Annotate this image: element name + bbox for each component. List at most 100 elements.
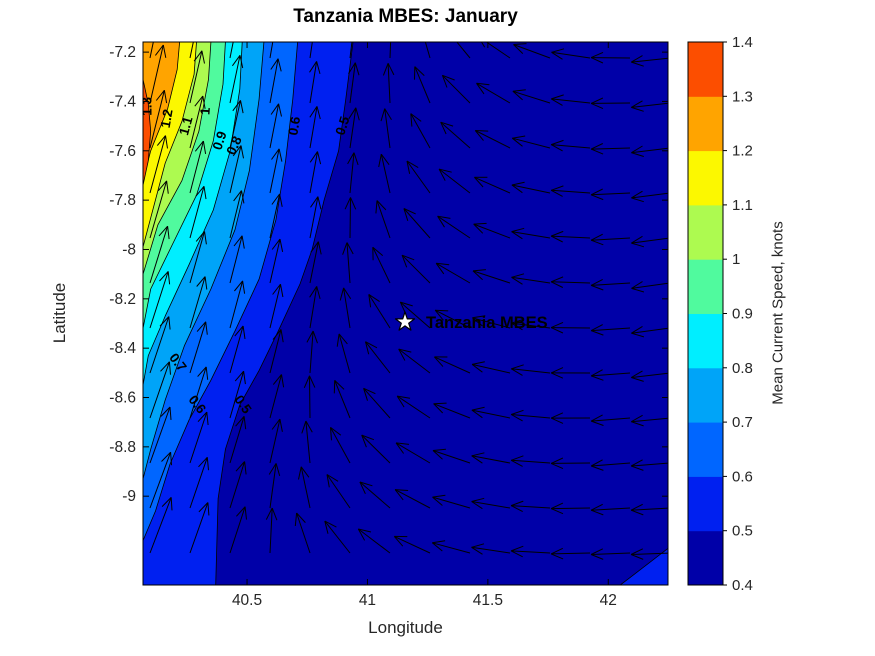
y-tick-label: -8.8	[109, 439, 136, 456]
quiver-arrow-barb	[278, 148, 283, 162]
quiver-arrow-barb	[271, 507, 278, 521]
quiver-arrow-shaft	[376, 200, 391, 239]
quiver-arrow-barb	[630, 503, 643, 511]
quiver-arrow-barb	[631, 325, 643, 334]
quiver-arrow-shaft	[309, 42, 313, 59]
quiver-arrow-shaft	[434, 309, 471, 329]
colorbar-tick-label: 1.1	[732, 197, 753, 214]
quiver-arrow-barb	[157, 180, 167, 192]
quiver-arrow-barb	[630, 548, 644, 555]
quiver-arrow-barb	[203, 186, 207, 200]
quiver-arrow-barb	[375, 200, 378, 214]
quiver-arrow-barb	[631, 190, 643, 199]
quiver-arrow-barb	[550, 144, 563, 152]
quiver-arrow-barb	[236, 506, 246, 517]
quiver-arrow-barb	[169, 406, 172, 420]
quiver-arrow-barb	[309, 151, 318, 163]
quiver-arrow-shaft	[474, 176, 511, 194]
quiver-arrow-shaft	[456, 42, 471, 59]
quiver-arrow-barb	[339, 287, 345, 301]
quiver-arrow-shaft	[380, 154, 391, 194]
quiver-arrow-barb	[396, 395, 405, 408]
quiver-arrow-shaft	[438, 168, 471, 194]
contour-label: 0.5	[332, 114, 352, 137]
quiver-arrow-shaft	[394, 535, 431, 554]
quiver-arrow-barb	[395, 442, 405, 454]
contour-line-1.3	[143, 79, 152, 186]
quiver-arrow-shaft	[229, 416, 245, 464]
quiver-arrow-barb	[432, 494, 446, 498]
quiver-arrow-barb	[590, 369, 603, 377]
quiver-arrow-barb	[240, 100, 244, 114]
quiver-arrow-barb	[270, 103, 280, 115]
quiver-arrow-barb	[353, 152, 359, 166]
quiver-arrow-barb	[510, 545, 524, 552]
quiver-arrow-barb	[511, 322, 523, 331]
quiver-arrow-barb	[473, 223, 484, 234]
quiver-arrow-shaft	[149, 90, 165, 149]
quiver-arrow-barb	[511, 364, 524, 370]
quiver-arrow-shaft	[396, 395, 431, 419]
quiver-arrow-barb	[590, 503, 603, 511]
quiver-arrow-barb	[510, 505, 523, 513]
quiver-arrow-barb	[334, 380, 345, 390]
quiver-arrow-barb	[510, 500, 524, 507]
quiver-arrow-shaft	[631, 57, 668, 63]
quiver-arrow-shaft	[149, 180, 168, 239]
quiver-arrow-barb	[158, 225, 168, 237]
quiver-arrow-barb	[358, 528, 372, 533]
quiver-arrow-barb	[511, 181, 525, 186]
quiver-arrow-barb	[550, 372, 564, 379]
quiver-arrow-shaft	[309, 151, 318, 194]
quiver-arrow-barb	[475, 130, 489, 132]
quiver-arrow-barb	[382, 63, 389, 76]
quiver-arrow-barb	[630, 509, 644, 516]
quiver-arrow-barb	[324, 520, 329, 534]
plot-area: 1.31.2 1.110.90.80.6 0.50.70.6 0.5Tanzania …	[143, 36, 668, 585]
quiver-arrow-barb	[161, 497, 172, 507]
y-tick-label: -9	[122, 488, 136, 505]
colorbar-band	[688, 42, 723, 97]
y-tick-label: -8.4	[109, 340, 136, 357]
quiver-arrow-barb	[591, 330, 604, 336]
quiver-arrow-shaft	[149, 316, 170, 374]
quiver-arrow-shaft	[189, 42, 194, 59]
quiver-arrow-shaft	[365, 341, 391, 374]
quiver-arrow-barb	[298, 466, 302, 480]
quiver-arrow-barb	[474, 130, 484, 141]
quiver-arrow-barb	[550, 327, 564, 334]
quiver-arrow-barb	[401, 254, 415, 261]
quiver-arrow-barb	[233, 190, 242, 202]
quiver-arrow-barb	[472, 269, 486, 272]
quiver-arrow-barb	[590, 239, 604, 246]
quiver-arrow-barb	[163, 90, 168, 104]
quiver-arrow-shaft	[471, 546, 511, 554]
colorbar-tick-label: 1.4	[732, 34, 753, 51]
quiver-arrow-barb	[631, 281, 643, 289]
quiver-arrow-shaft	[269, 329, 282, 374]
quiver-arrow-barb	[591, 375, 604, 381]
quiver-arrow-barb	[551, 98, 563, 106]
quiver-arrow-barb	[387, 63, 395, 76]
quiver-arrow-barb	[478, 36, 491, 38]
quiver-arrow-barb	[271, 418, 281, 430]
quiver-arrow-shaft	[309, 61, 318, 104]
quiver-arrow-shaft	[359, 481, 391, 509]
quiver-arrow-shaft	[189, 457, 208, 509]
quiver-arrow-barb	[406, 160, 419, 169]
quiver-arrow-barb	[398, 348, 406, 361]
quiver-arrow-shaft	[269, 238, 281, 284]
quiver-arrow-barb	[631, 61, 644, 67]
quiver-arrow-barb	[232, 145, 242, 157]
quiver-arrow-barb	[393, 536, 404, 547]
quiver-arrow-barb	[476, 82, 490, 86]
quiver-arrow-shaft	[269, 148, 280, 194]
quiver-arrow-shaft	[591, 462, 631, 467]
quiver-arrow-shaft	[403, 208, 431, 239]
quiver-arrow-barb	[406, 160, 411, 174]
quiver-arrow-shaft	[551, 281, 591, 284]
quiver-arrow-barb	[380, 108, 386, 122]
quiver-arrow-barb	[435, 309, 449, 312]
quiver-arrow-shaft	[349, 42, 353, 59]
